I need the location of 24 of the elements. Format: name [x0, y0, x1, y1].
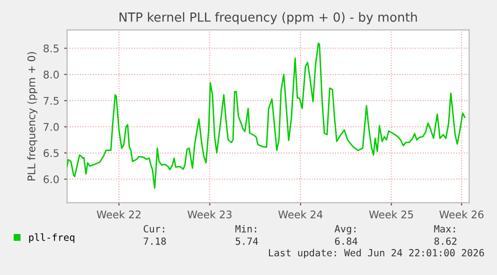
legend-label: pll-freq — [29, 233, 74, 243]
y-tick-label: 6.0 — [44, 175, 59, 184]
y-tick-label: 7.0 — [44, 123, 59, 131]
text: 6.84 — [335, 237, 358, 245]
text: 7.18 — [144, 237, 166, 245]
text: Last update: Wed Jun 24 22:01:00 2026 — [269, 248, 484, 258]
y-tick-label: 6.5 — [44, 149, 59, 158]
y-axis-title: PLL frequency (ppm + 0) — [27, 52, 38, 180]
text: Avg: — [334, 225, 356, 234]
chart-title: NTP kernel PLL frequency (ppm + 0) - by month — [120, 12, 417, 24]
y-tick-label: 7.5 — [44, 96, 59, 105]
y-tick-label: 8.0 — [44, 70, 59, 79]
x-tick-label: Week 24 — [278, 210, 323, 218]
text: Cur: — [144, 225, 164, 232]
text: Max: — [434, 225, 455, 232]
text: 5.74 — [236, 238, 258, 245]
x-tick-label: Week 26 — [439, 210, 484, 218]
x-tick-label: Week 22 — [96, 210, 140, 218]
line-series — [67, 42, 466, 189]
x-tick-label: Week 23 — [188, 210, 232, 218]
text: Min: — [235, 224, 256, 232]
text: 8.62 — [434, 237, 456, 245]
y-tick-label: 8.5 — [44, 44, 59, 52]
x-tick-label: Week 25 — [369, 210, 413, 218]
